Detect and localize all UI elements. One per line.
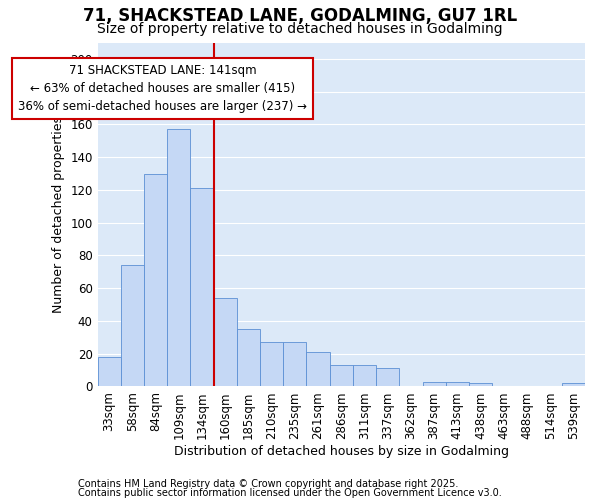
Bar [283,342,307,386]
Text: Contains HM Land Registry data © Crown copyright and database right 2025.: Contains HM Land Registry data © Crown c… [78,479,458,489]
Bar [329,365,353,386]
Bar [469,383,492,386]
Bar [353,365,376,386]
Bar [307,352,329,386]
Text: 71, SHACKSTEAD LANE, GODALMING, GU7 1RL: 71, SHACKSTEAD LANE, GODALMING, GU7 1RL [83,8,517,26]
Bar [562,383,585,386]
Text: Size of property relative to detached houses in Godalming: Size of property relative to detached ho… [97,22,503,36]
Bar [260,342,283,386]
Bar [190,188,214,386]
Y-axis label: Number of detached properties: Number of detached properties [52,116,65,313]
X-axis label: Distribution of detached houses by size in Godalming: Distribution of detached houses by size … [174,444,509,458]
Bar [144,174,167,386]
Bar [237,329,260,386]
Text: 71 SHACKSTEAD LANE: 141sqm
← 63% of detached houses are smaller (415)
36% of sem: 71 SHACKSTEAD LANE: 141sqm ← 63% of deta… [18,64,307,113]
Bar [422,382,446,386]
Bar [97,357,121,386]
Bar [446,382,469,386]
Bar [167,130,190,386]
Bar [121,266,144,386]
Text: Contains public sector information licensed under the Open Government Licence v3: Contains public sector information licen… [78,488,502,498]
Bar [214,298,237,386]
Bar [376,368,399,386]
